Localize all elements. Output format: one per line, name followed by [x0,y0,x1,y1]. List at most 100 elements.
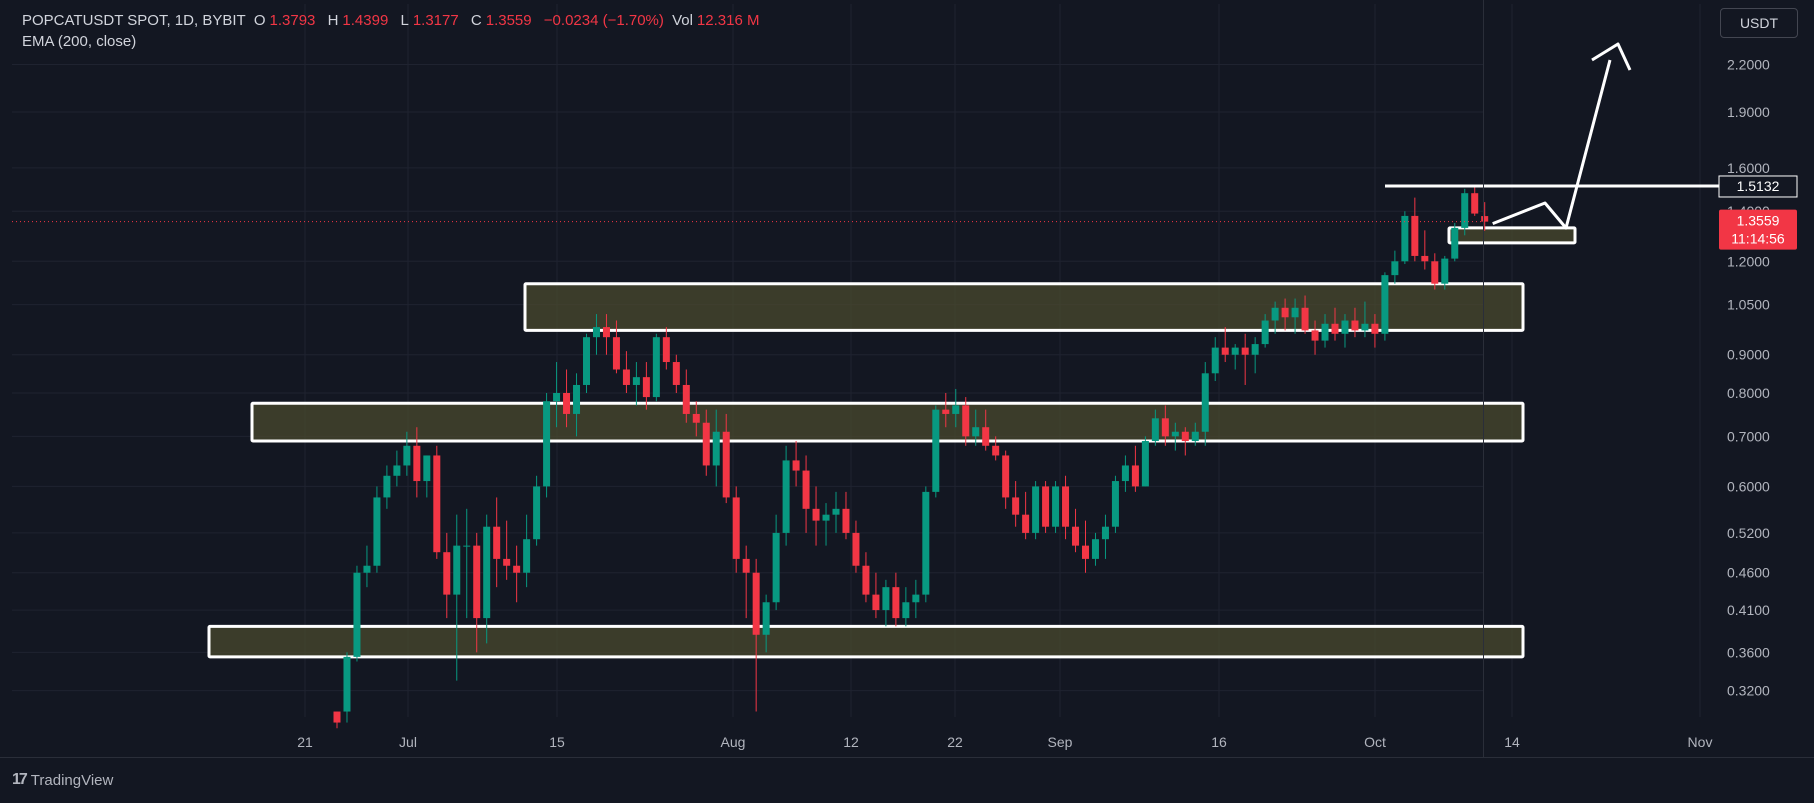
candle-body [583,337,590,385]
indicator-label[interactable]: EMA (200, close) [22,33,137,50]
candle-body [822,514,830,521]
candle-body [792,460,800,471]
axes: 2.20001.90001.60001.40001.20001.05000.90… [0,0,1814,758]
candles [333,184,1489,729]
open-value: 1.3793 [269,12,316,29]
candle-body [602,327,610,338]
support-zone [250,401,1525,443]
x-tick-label: 15 [549,734,565,750]
candle-body [543,401,551,487]
projection-arrowhead-icon [1591,42,1632,71]
candle-body [1351,320,1359,331]
candle-body [1421,255,1429,262]
candle-body [343,656,351,712]
countdown-text: 11:14:56 [1731,231,1785,247]
candle-body [1111,481,1119,527]
candle-body [692,413,700,423]
x-tick-label: 16 [1211,734,1227,750]
support-zone [1447,226,1577,245]
open-label: O [253,12,266,29]
candle-body [1301,307,1309,331]
candle-body [1042,486,1050,527]
candle-body [1261,320,1269,345]
last-price-box [1719,209,1797,250]
candle-body [852,532,860,566]
candle-body [712,431,720,466]
y-tick-label: 0.4100 [1727,602,1770,618]
candle-body [682,384,690,414]
candle-body [1411,215,1419,256]
candle-body [882,587,890,611]
candle-body [353,572,361,657]
high-label: H [327,12,339,29]
candle-body [1032,486,1040,533]
x-tick-label: 21 [297,734,313,750]
candle-body [952,405,960,414]
candle-body [453,545,461,595]
symbol-label[interactable]: POPCATUSDT SPOT, 1D, BYBIT [22,12,246,29]
change-value: −0.0234 (−1.70%) [543,12,664,29]
candle-body [463,545,471,547]
candle-body [443,552,451,595]
tradingview-logo-icon: 17 [12,771,28,788]
candle-body [1141,441,1149,487]
candle-body [1311,330,1319,341]
candle-body [1291,307,1299,318]
candle-body [533,486,541,540]
candle-body [503,558,511,566]
candle-body [1191,431,1199,442]
candle-body [1002,455,1010,498]
close-value: 1.3559 [485,12,532,29]
candle-body [632,377,640,385]
candle-body [553,392,561,402]
y-tick-label: 0.6000 [1727,478,1770,494]
tradingview-brand-name: TradingView [30,771,114,789]
y-tick-label: 0.3200 [1727,683,1770,699]
candle-body [1221,347,1229,355]
y-tick-label: 1.9000 [1727,104,1770,120]
candle-body [612,337,620,370]
x-tick-label: Aug [721,734,746,750]
candle-body [932,409,940,492]
candle-body [1082,545,1089,559]
candle-body [962,405,970,437]
candle-body [872,594,880,611]
candle-body [1471,193,1479,214]
candle-body [423,455,431,482]
currency-button[interactable]: USDT [1720,8,1798,38]
candle-body [1211,347,1219,374]
last-price-text: 1.3559 [1737,213,1780,229]
candle-body [1481,216,1489,222]
overlays [12,42,1720,230]
candle-body [1151,418,1159,442]
candle-body [802,470,810,509]
y-tick-label: 0.4600 [1727,565,1770,581]
volume-label: Vol [672,12,693,29]
candle-body [1361,323,1369,331]
candle-body [862,565,870,595]
candle-body [942,409,950,414]
candle-body [1251,344,1259,355]
zones [207,226,1577,659]
y-tick-label: 1.6000 [1727,160,1770,176]
candle-body [982,427,990,446]
volume-value: 12.316 M [696,12,760,29]
candle-body [672,362,680,385]
candle-body [1131,465,1139,487]
high-value: 1.4399 [342,12,389,29]
candle-body [483,526,491,619]
candle-body [812,508,820,521]
candle-body [1381,275,1389,334]
tradingview-logo[interactable]: 17 TradingView [12,771,113,789]
support-zone [207,624,1525,659]
candle-body [1022,514,1030,533]
candle-body [752,572,760,635]
candle-body [1062,486,1070,527]
candle-body [642,377,650,398]
candle-body [1401,215,1409,262]
candle-body [1281,307,1289,318]
candle-body [912,594,920,603]
candle-body [1271,307,1279,321]
projection-arrow[interactable] [1492,59,1612,230]
